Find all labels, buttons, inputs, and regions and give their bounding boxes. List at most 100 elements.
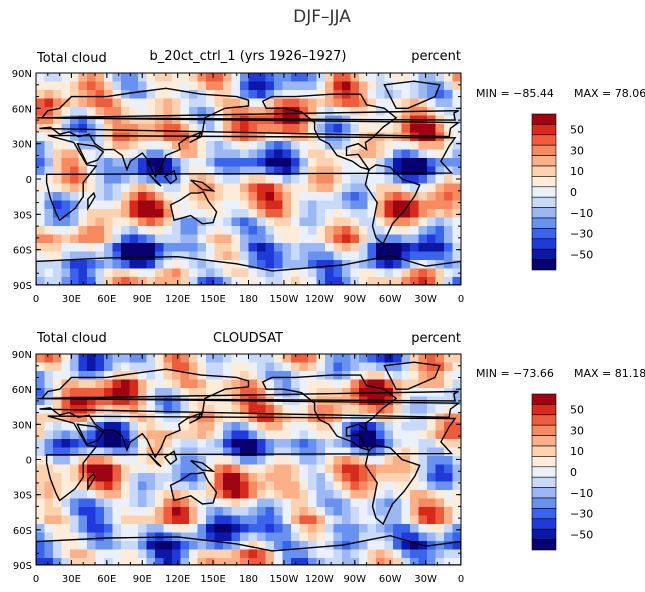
heatmap-cell [214, 141, 224, 151]
heatmap-cell [172, 277, 182, 285]
heatmap-cell [333, 260, 343, 270]
heatmap-cell [282, 473, 292, 483]
heatmap-cell [452, 515, 461, 525]
heatmap-cell [189, 507, 199, 517]
heatmap-cell [240, 439, 250, 449]
heatmap-cell [53, 422, 63, 432]
heatmap-cell [231, 243, 241, 253]
heatmap-cell [316, 490, 326, 500]
heatmap-cell [95, 541, 105, 551]
heatmap-cell [308, 481, 318, 491]
y-tick-label: 30S [13, 210, 32, 221]
heatmap-cell [155, 132, 165, 142]
heatmap-cell [325, 532, 335, 542]
heatmap-cell [146, 549, 156, 559]
heatmap-cell [265, 473, 275, 483]
heatmap-cell [146, 217, 156, 227]
heatmap-cell [257, 217, 267, 227]
heatmap-cell [231, 490, 241, 500]
heatmap-cell [350, 98, 360, 108]
coastline-segment [163, 169, 178, 185]
heatmap-cell [282, 277, 292, 285]
heatmap-cell [410, 183, 420, 193]
heatmap-cell [155, 234, 165, 244]
heatmap-cell [197, 507, 207, 517]
heatmap-cell [189, 473, 199, 483]
heatmap-cell [427, 549, 437, 559]
heatmap-cell [393, 175, 403, 185]
heatmap-cell [146, 200, 156, 210]
heatmap-cell [350, 473, 360, 483]
heatmap-cell [410, 362, 420, 372]
heatmap-cell [376, 175, 386, 185]
heatmap-cell [36, 541, 46, 551]
heatmap-cell [410, 251, 420, 261]
heatmap-cell [325, 490, 335, 500]
heatmap-cell [138, 371, 148, 381]
heatmap-cell [291, 81, 301, 91]
heatmap-cell [155, 158, 165, 168]
heatmap-cell [172, 73, 182, 83]
heatmap-cell [401, 447, 411, 457]
heatmap-cell [342, 515, 352, 525]
heatmap-cell [376, 141, 386, 151]
heatmap-cell [299, 175, 309, 185]
heatmap-cell [427, 456, 437, 466]
heatmap-cell [78, 124, 88, 134]
heatmap-cell [359, 98, 369, 108]
heatmap-cell [418, 192, 428, 202]
heatmap-cell [299, 90, 309, 100]
heatmap-cell [138, 379, 148, 389]
heatmap-cell [367, 371, 377, 381]
heatmap-cell [257, 183, 267, 193]
heatmap-cell [87, 217, 97, 227]
heatmap-cell [410, 141, 420, 151]
heatmap-cell [401, 507, 411, 517]
heatmap-cell [44, 464, 54, 474]
heatmap-cell [282, 430, 292, 440]
heatmap-cell [359, 243, 369, 253]
heatmap-cell [112, 192, 122, 202]
heatmap-cell [87, 473, 97, 483]
heatmap-cell [231, 234, 241, 244]
heatmap-cell [248, 439, 258, 449]
heatmap-cell [452, 217, 461, 227]
heatmap-cell [427, 481, 437, 491]
heatmap-cell [435, 481, 445, 491]
heatmap-cell [282, 243, 292, 253]
heatmap-cell [129, 183, 139, 193]
heatmap-cell [146, 396, 156, 406]
heatmap-cell [393, 507, 403, 517]
heatmap-cell [325, 558, 335, 565]
heatmap-cell [44, 175, 54, 185]
heatmap-cell [197, 396, 207, 406]
heatmap-cell [325, 362, 335, 372]
heatmap-cell [87, 549, 97, 559]
heatmap-cell [291, 371, 301, 381]
colorbar-box [531, 539, 557, 551]
heatmap-cell [401, 192, 411, 202]
y-tick-label: 60S [13, 526, 32, 537]
heatmap-cell [172, 124, 182, 134]
heatmap-cell [265, 362, 275, 372]
heatmap-cell [231, 81, 241, 91]
heatmap-cell [61, 217, 71, 227]
heatmap-cell [121, 115, 131, 125]
heatmap-cell [61, 456, 71, 466]
heatmap-cell [87, 532, 97, 542]
heatmap-cell [410, 524, 420, 534]
heatmap-cell [308, 260, 318, 270]
heatmap-cell [223, 498, 233, 508]
heatmap-cell [87, 439, 97, 449]
heatmap-cell [138, 209, 148, 219]
panel-model: Total cloud b_20ct_ctrl_1 (yrs 1926–1927… [12, 49, 645, 305]
heatmap-cell [138, 115, 148, 125]
colorbar-box [531, 238, 557, 250]
heatmap-cell [342, 277, 352, 285]
heatmap-cell [427, 379, 437, 389]
heatmap-cell [240, 124, 250, 134]
heatmap-cell [240, 192, 250, 202]
heatmap-cell [257, 515, 267, 525]
heatmap-cell [53, 447, 63, 457]
heatmap-cell [240, 166, 250, 176]
